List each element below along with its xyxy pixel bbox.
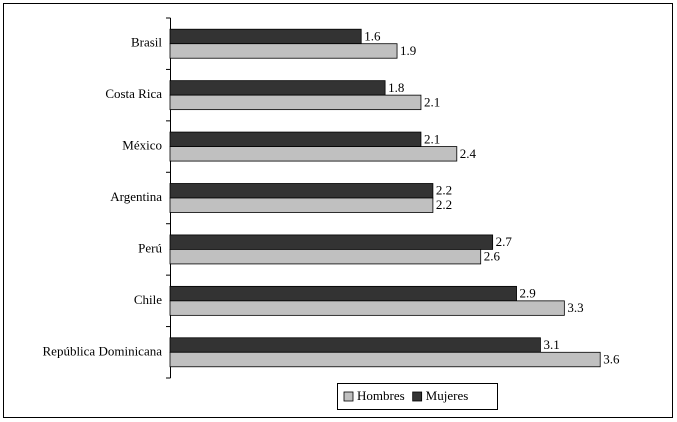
legend-swatch [412,391,423,402]
bar [169,43,398,59]
y-tick-label: República Dominicana [43,343,163,358]
value-label: 2.1 [424,131,440,146]
value-label: 3.1 [543,337,559,352]
bar [169,146,458,162]
bar [169,234,494,250]
y-tick-label: Costa Rica [105,86,162,101]
value-label: 2.1 [424,94,440,109]
bar [169,94,422,111]
bar [169,197,434,213]
y-tick-label: Brasil [131,35,162,50]
value-label: 2.2 [436,197,452,212]
bar [169,80,386,96]
legend-swatch [343,391,354,402]
value-label: 2.4 [460,146,477,161]
bar [169,285,517,302]
bar [169,300,565,316]
legend-label: Mujeres [426,388,469,403]
value-label: 2.9 [520,286,536,301]
value-label: 1.6 [364,28,381,43]
y-tick-label: México [122,138,162,153]
bar [169,131,422,147]
legend-label: Hombres [357,388,405,403]
value-label: 2.2 [436,183,452,198]
bar [169,183,434,199]
y-tick-label: Argentina [110,189,162,204]
y-tick-label: Perú [138,240,162,255]
y-tick-label: Chile [134,292,162,307]
value-label: 3.3 [567,300,583,315]
value-label: 1.8 [388,80,404,95]
bar [169,351,601,368]
bar [169,249,482,265]
value-label: 2.6 [484,249,501,264]
bar [169,337,541,353]
value-label: 2.7 [496,234,513,249]
bar [169,28,362,45]
value-label: 3.6 [603,352,620,367]
value-label: 1.9 [400,43,416,58]
